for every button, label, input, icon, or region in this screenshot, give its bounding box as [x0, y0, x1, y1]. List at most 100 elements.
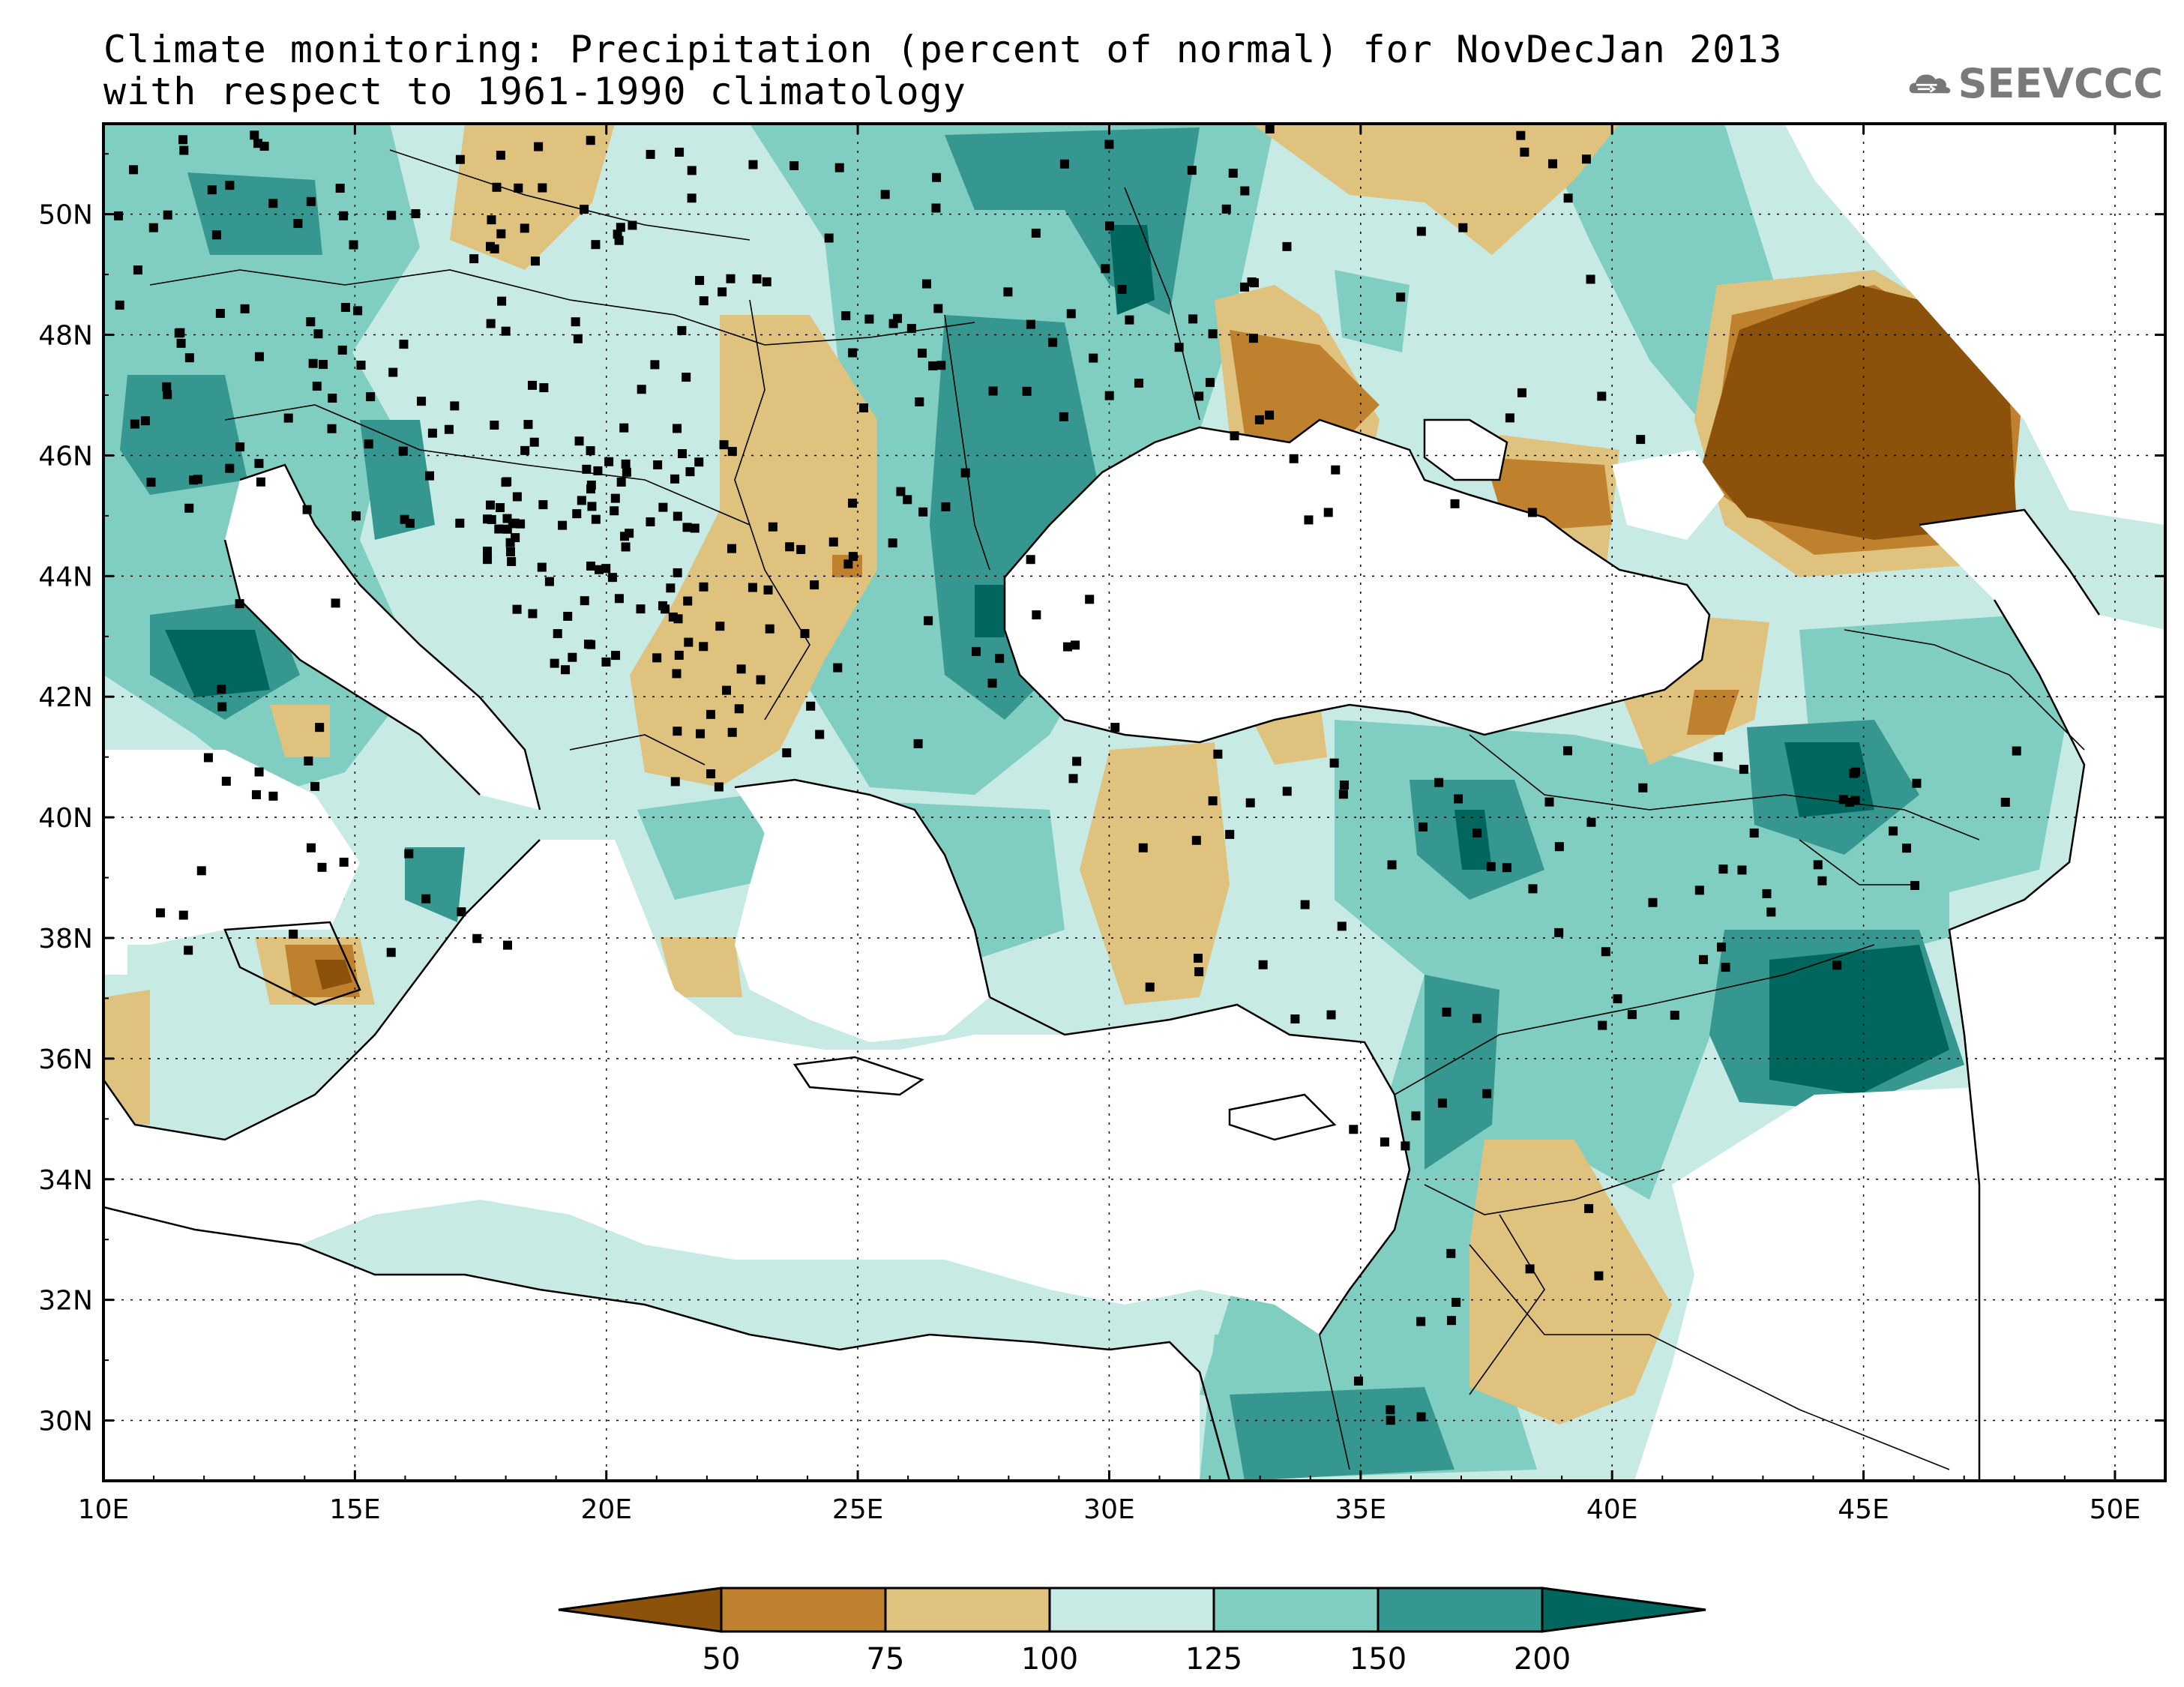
station-marker [235, 599, 244, 609]
station-marker [1699, 954, 1709, 964]
station-marker [254, 767, 264, 777]
station-marker [586, 640, 596, 649]
station-marker [611, 651, 621, 661]
station-marker [1331, 465, 1341, 475]
station-marker [469, 254, 479, 264]
station-marker [217, 685, 226, 694]
station-marker [687, 193, 697, 203]
station-marker [727, 544, 737, 553]
sea-areas [103, 124, 2165, 1481]
station-marker [621, 542, 631, 552]
station-marker [1104, 139, 1114, 149]
station-marker [580, 596, 589, 606]
station-marker [1627, 1010, 1637, 1020]
station-marker [1544, 797, 1554, 807]
station-marker [1022, 386, 1032, 396]
lat-tick-label: 38N [38, 924, 93, 954]
station-marker [1411, 1111, 1421, 1121]
station-marker [1670, 1011, 1679, 1020]
station-marker [501, 478, 511, 487]
station-marker [1205, 378, 1215, 388]
station-marker [747, 583, 757, 592]
station-marker [486, 241, 496, 251]
station-marker [1059, 412, 1068, 421]
station-marker [221, 776, 231, 786]
station-marker [1901, 844, 1911, 853]
station-marker [690, 523, 700, 533]
station-marker [1528, 884, 1538, 894]
station-marker [614, 594, 624, 604]
lon-tick-label: 45E [1838, 1494, 1889, 1525]
station-marker [646, 149, 655, 159]
station-marker [155, 908, 165, 918]
station-marker [987, 679, 997, 688]
station-marker [129, 165, 139, 175]
station-marker [411, 209, 421, 219]
station-marker [162, 382, 172, 391]
station-marker [254, 352, 264, 361]
station-marker [490, 420, 499, 430]
station-marker [1282, 241, 1292, 251]
station-marker [1520, 147, 1529, 157]
station-marker [1613, 994, 1622, 1004]
station-marker [616, 223, 625, 232]
station-marker [714, 782, 724, 792]
station-marker [364, 439, 373, 449]
station-marker [699, 642, 709, 652]
map-title-line1: Climate monitoring: Precipitation (perce… [103, 28, 1783, 71]
station-marker [593, 466, 603, 475]
station-marker [931, 203, 941, 213]
station-marker [622, 467, 631, 477]
station-marker [1586, 817, 1596, 827]
station-marker [1832, 960, 1842, 970]
colorbar-label: 75 [867, 1642, 905, 1677]
station-marker [765, 624, 774, 634]
country-borders [149, 149, 2085, 1470]
colorbar-label: 150 [1350, 1642, 1407, 1677]
cloud-icon [1909, 74, 1951, 94]
station-marker [455, 518, 465, 528]
station-marker [1502, 863, 1511, 873]
station-marker [1174, 343, 1184, 352]
station-marker [528, 380, 538, 390]
station-marker [610, 506, 619, 516]
station-marker [496, 151, 505, 160]
map-frame [102, 122, 2167, 1482]
station-marker [789, 160, 799, 170]
station-marker [1472, 1014, 1481, 1023]
station-marker [174, 328, 184, 338]
station-marker [572, 509, 582, 519]
station-marker [450, 401, 460, 411]
station-marker [1562, 746, 1572, 756]
station-marker [722, 685, 732, 695]
station-marker [558, 520, 568, 530]
station-marker [550, 658, 559, 668]
station-marker [399, 340, 409, 349]
station-marker [1066, 309, 1076, 319]
station-marker [673, 614, 683, 624]
station-marker [687, 166, 697, 175]
station-marker [574, 436, 584, 446]
station-marker [682, 373, 691, 382]
station-marker [652, 653, 662, 663]
station-marker [1188, 314, 1198, 324]
station-marker [893, 313, 903, 323]
station-marker [706, 709, 716, 719]
station-marker [251, 790, 261, 799]
colorbar-segment [1377, 1587, 1544, 1633]
station-marker [1071, 640, 1080, 650]
station-marker [483, 547, 493, 556]
station-marker [178, 135, 188, 145]
station-marker [1003, 287, 1013, 297]
station-marker [472, 933, 482, 943]
station-marker [580, 205, 589, 214]
station-marker [848, 552, 858, 562]
station-marker [497, 296, 507, 306]
station-marker [604, 457, 614, 466]
station-marker [163, 210, 172, 220]
station-marker [1694, 885, 1704, 895]
station-marker [1387, 860, 1397, 870]
station-marker [1187, 166, 1197, 175]
station-marker [140, 416, 150, 426]
station-marker [1527, 508, 1537, 517]
